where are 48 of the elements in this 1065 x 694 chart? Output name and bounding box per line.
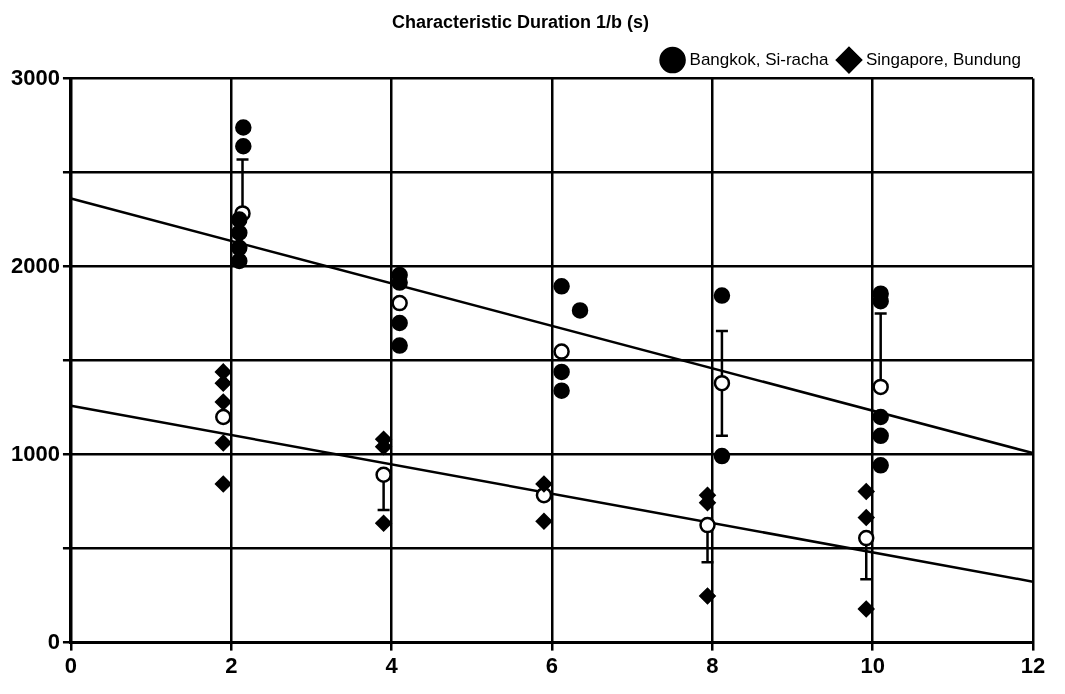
x-tick-label: 0 [64,652,78,678]
point [857,529,875,547]
point [872,457,889,474]
point [375,466,392,483]
x-tick-label: 12 [1020,652,1046,678]
point [215,434,232,452]
point [391,294,408,312]
point [215,408,232,426]
point [857,600,875,618]
point [713,447,731,465]
point [231,252,248,270]
legend-label: Bangkok, Si-racha [689,49,830,69]
point [375,514,392,532]
point [713,287,731,304]
point [535,513,553,530]
y-tick-label: 2000 [10,252,60,278]
chart-title: Characteristic Duration 1/b (s) [391,11,650,32]
point [535,475,553,493]
point [231,211,248,228]
point [571,302,589,319]
x-tick-label: 10 [860,652,885,678]
x-tick-label: 8 [706,652,719,678]
point [857,483,875,500]
y-tick-label: 0 [47,628,60,654]
y-tick-label: 3000 [10,64,60,90]
point [215,475,232,493]
point [235,119,252,136]
point [713,374,731,392]
x-tick-label: 6 [545,652,559,678]
point [699,516,716,534]
point [872,378,889,396]
point [391,314,408,332]
point [215,393,232,411]
legend-label: Singapore, Bundung [865,49,1022,69]
point [231,224,248,242]
point [553,278,570,295]
x-tick-label: 2 [225,652,238,678]
point [235,138,252,155]
point [553,363,570,381]
point [857,509,875,526]
point [872,427,889,445]
point [553,382,570,399]
point [699,587,716,605]
y-tick-label: 1000 [10,440,60,466]
x-tick-label: 4 [385,652,399,678]
point [872,408,889,426]
point [553,343,570,360]
point [391,337,408,354]
